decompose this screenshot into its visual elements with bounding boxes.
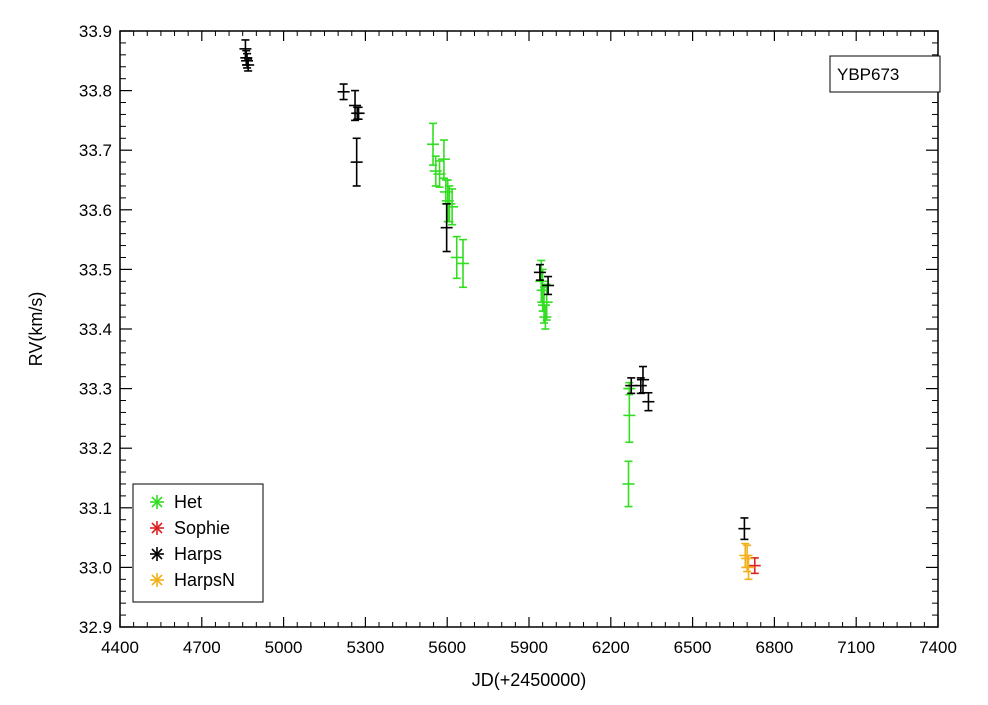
data-point-het: [433, 160, 446, 188]
data-point-harps: [241, 52, 254, 69]
x-tick-label: 6200: [592, 638, 630, 657]
legend-entry-harps: Harps: [150, 544, 222, 564]
y-tick-label: 33.1: [79, 499, 112, 518]
x-tick-label: 7400: [919, 638, 957, 657]
asterisk-stroke: [151, 548, 163, 560]
x-tick-label: 4700: [183, 638, 221, 657]
x-tick-label: 6800: [755, 638, 793, 657]
legend-asterisk-icon: [150, 547, 164, 561]
legend-label: HarpsN: [174, 570, 235, 590]
y-tick-label: 32.9: [79, 618, 112, 637]
data-point-harps: [350, 137, 363, 187]
data-point-het: [457, 238, 470, 289]
legend-label: Sophie: [174, 518, 230, 538]
legend-asterisk-icon: [150, 521, 164, 535]
legend-asterisk-icon: [150, 495, 164, 509]
series-het: [427, 122, 636, 508]
data-point-harps: [349, 89, 362, 122]
y-tick-label: 33.2: [79, 439, 112, 458]
y-tick-label: 33.7: [79, 141, 112, 160]
data-point-het: [535, 259, 548, 303]
x-tick-label: 5300: [346, 638, 384, 657]
series-harpsn: [739, 542, 755, 581]
legend-asterisk-icon: [150, 573, 164, 587]
data-point-het: [450, 235, 463, 280]
x-tick-label: 4400: [101, 638, 139, 657]
y-tick-label: 33.5: [79, 260, 112, 279]
data-point-het: [446, 188, 459, 226]
data-point-harps: [542, 275, 555, 296]
legend-label: Het: [174, 492, 202, 512]
data-point-harps: [242, 58, 255, 72]
data-point-het: [427, 122, 440, 166]
data-point-harps: [636, 365, 649, 394]
y-axis: 32.9 33.0 33.1 33.2 33.3 33.4 33.5 33.6 33.7 33.8…: [79, 22, 938, 637]
x-axis: 4400 4700 5000 5300 5600 5900 6200 6500 6800 7100…: [101, 31, 957, 657]
data-point-harps: [533, 263, 546, 281]
legend-entry-harpsn: HarpsN: [150, 570, 235, 590]
data-point-harps: [440, 203, 453, 253]
x-axis-label: JD(+2450000): [472, 670, 587, 690]
data-point-harps: [337, 83, 350, 101]
y-axis-label: RV(km/s): [26, 292, 46, 367]
legend-label: Harps: [174, 544, 222, 564]
annotation-box: YBP673: [829, 55, 941, 93]
data-point-harpsn: [742, 554, 755, 581]
data-point-het: [623, 387, 636, 444]
asterisk-stroke: [151, 574, 163, 586]
y-tick-label: 33.6: [79, 201, 112, 220]
data-point-het: [437, 139, 450, 180]
y-tick-label: 33.8: [79, 82, 112, 101]
legend-entry-het: Het: [150, 492, 202, 512]
y-tick-label: 33.9: [79, 22, 112, 41]
data-point-harps: [352, 106, 365, 121]
y-tick-label: 33.4: [79, 320, 112, 339]
x-tick-label: 5000: [265, 638, 303, 657]
data-point-het: [622, 460, 635, 508]
data-point-harps: [239, 39, 252, 59]
legend-entry-sophie: Sophie: [150, 518, 230, 538]
legend: Het Sophie Harps HarpsN: [132, 483, 264, 603]
data-point-harps: [642, 391, 655, 412]
data-point-het: [539, 304, 552, 330]
data-point-het: [540, 283, 553, 321]
data-series-layer: [239, 39, 761, 581]
data-point-harps: [738, 517, 751, 541]
data-point-harps: [240, 49, 253, 66]
x-tick-label: 5600: [428, 638, 466, 657]
x-tick-label: 7100: [837, 638, 875, 657]
y-tick-label: 33.0: [79, 558, 112, 577]
annotation-label: YBP673: [837, 65, 899, 84]
y-tick-label: 33.3: [79, 380, 112, 399]
asterisk-stroke: [151, 496, 163, 508]
asterisk-stroke: [151, 522, 163, 534]
x-tick-label: 5900: [510, 638, 548, 657]
series-harps: [239, 39, 751, 541]
x-tick-label: 6500: [674, 638, 712, 657]
